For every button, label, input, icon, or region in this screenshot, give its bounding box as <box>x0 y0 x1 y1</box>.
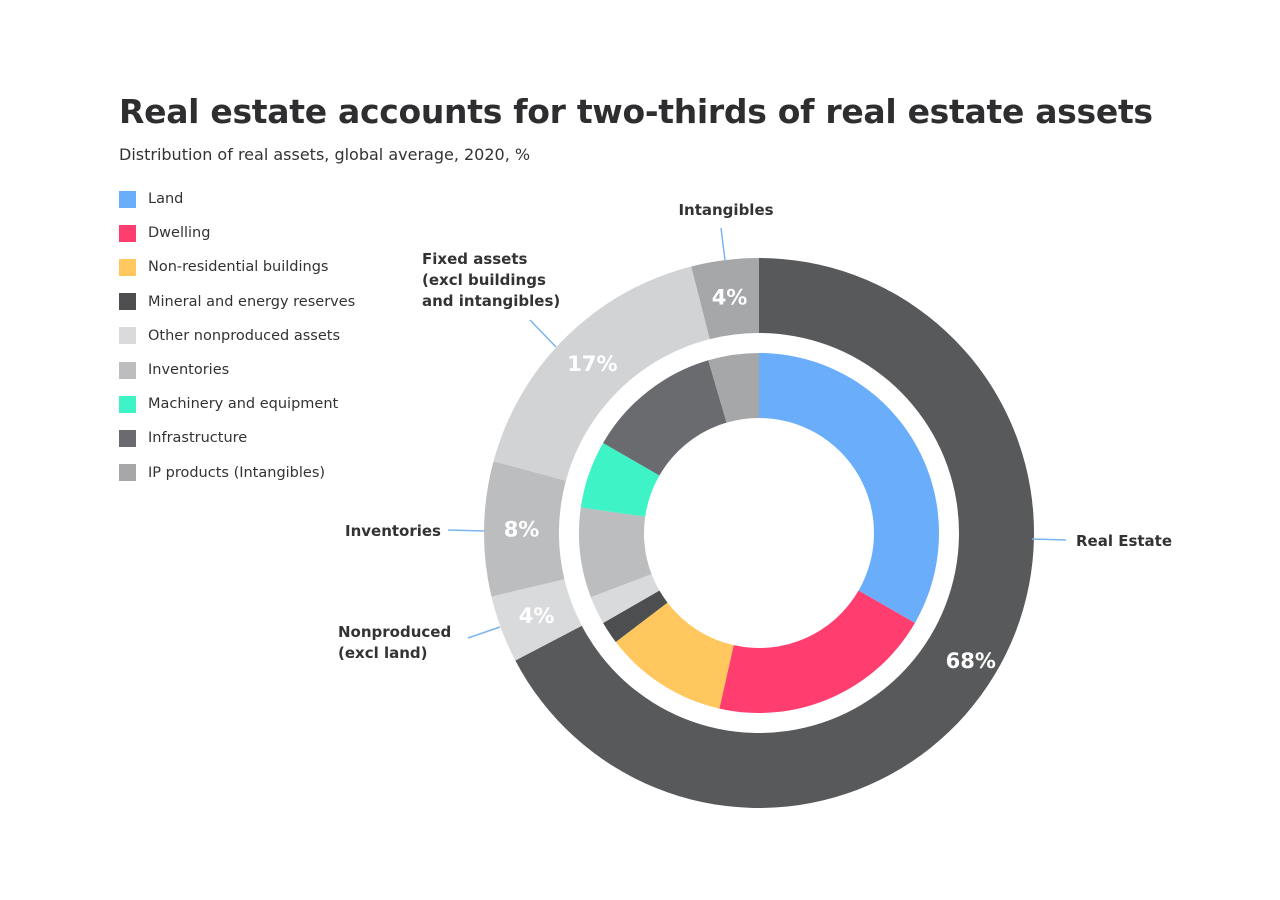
inner-ring-slice <box>590 574 660 623</box>
legend-swatch <box>119 395 136 413</box>
legend-swatch <box>119 464 136 482</box>
slice-value-label: 17% <box>567 352 617 376</box>
inner-ring-slice <box>615 602 734 709</box>
inner-ring-slice <box>603 360 727 476</box>
callout-label: Inventories <box>345 522 441 540</box>
legend-swatch <box>119 293 136 311</box>
callout-label: Real Estate <box>1076 532 1172 550</box>
slice-value-label: 68% <box>946 649 996 673</box>
outer-ring-slice <box>491 579 582 661</box>
callout-label: Fixed assets <box>422 250 528 268</box>
callout-line <box>529 319 557 348</box>
chart-subtitle: Distribution of real assets, global aver… <box>119 145 531 164</box>
outer-ring-slice <box>484 461 566 597</box>
legend-item: Other nonproduced assets <box>119 319 355 353</box>
inner-ring-slice <box>719 590 915 713</box>
legend-item: Mineral and energy reserves <box>119 285 355 319</box>
legend-swatch <box>119 429 136 447</box>
legend-item: Dwelling <box>119 216 355 250</box>
callout-line <box>447 529 485 532</box>
callout-label: Nonproduced <box>338 623 451 641</box>
inner-ring-slice <box>579 507 652 598</box>
legend-label: Mineral and energy reserves <box>148 293 356 310</box>
callout-line <box>1031 538 1067 541</box>
legend-swatch <box>119 327 136 345</box>
callout-label: and intangibles) <box>422 292 560 310</box>
legend-swatch <box>119 258 136 276</box>
legend-item: Machinery and equipment <box>119 387 355 421</box>
legend-swatch <box>119 224 136 242</box>
legend-item: Inventories <box>119 353 355 387</box>
legend-label: IP products (Intangibles) <box>148 464 326 481</box>
outer-ring-slice <box>515 258 1034 808</box>
legend-swatch <box>119 190 136 208</box>
callout-line <box>720 227 726 261</box>
legend-label: Machinery and equipment <box>148 396 339 413</box>
legend-label: Non-residential buildings <box>148 259 329 276</box>
slice-value-label: 4% <box>519 604 555 628</box>
percent-labels: 68% 4% 8% 17% 4% <box>504 285 996 673</box>
slice-value-label: 8% <box>504 517 540 541</box>
legend-item: Infrastructure <box>119 421 355 455</box>
inner-ring-slice <box>708 353 759 423</box>
legend-label: Land <box>148 191 184 208</box>
callout-label: Intangibles <box>678 201 773 219</box>
legend-label: Other nonproduced assets <box>148 327 341 344</box>
outer-ring-slice <box>493 266 710 481</box>
chart-title: Real estate accounts for two-thirds of r… <box>119 92 1153 131</box>
callout-label: (excl buildings <box>422 271 546 289</box>
outer-ring <box>484 258 1034 808</box>
callout-line <box>467 626 501 639</box>
legend-item: Non-residential buildings <box>119 250 355 284</box>
legend-label: Inventories <box>148 362 230 379</box>
callouts: Real Estate Intangibles Fixed assets (excl … <box>338 201 1172 662</box>
callout-label: (excl land) <box>338 644 428 662</box>
slice-value-label: 4% <box>712 285 748 309</box>
outer-ring-slice <box>691 258 759 340</box>
legend-swatch <box>119 361 136 379</box>
legend-label: Dwelling <box>148 225 211 242</box>
inner-ring <box>579 353 939 713</box>
inner-ring-slice <box>759 353 939 623</box>
legend: Land Dwelling Non-residential buildings Min… <box>119 182 355 490</box>
inner-ring-slice <box>580 443 660 517</box>
legend-item: IP products (Intangibles) <box>119 456 355 490</box>
inner-ring-slice <box>603 590 668 643</box>
legend-label: Infrastructure <box>148 430 248 447</box>
legend-item: Land <box>119 182 355 216</box>
